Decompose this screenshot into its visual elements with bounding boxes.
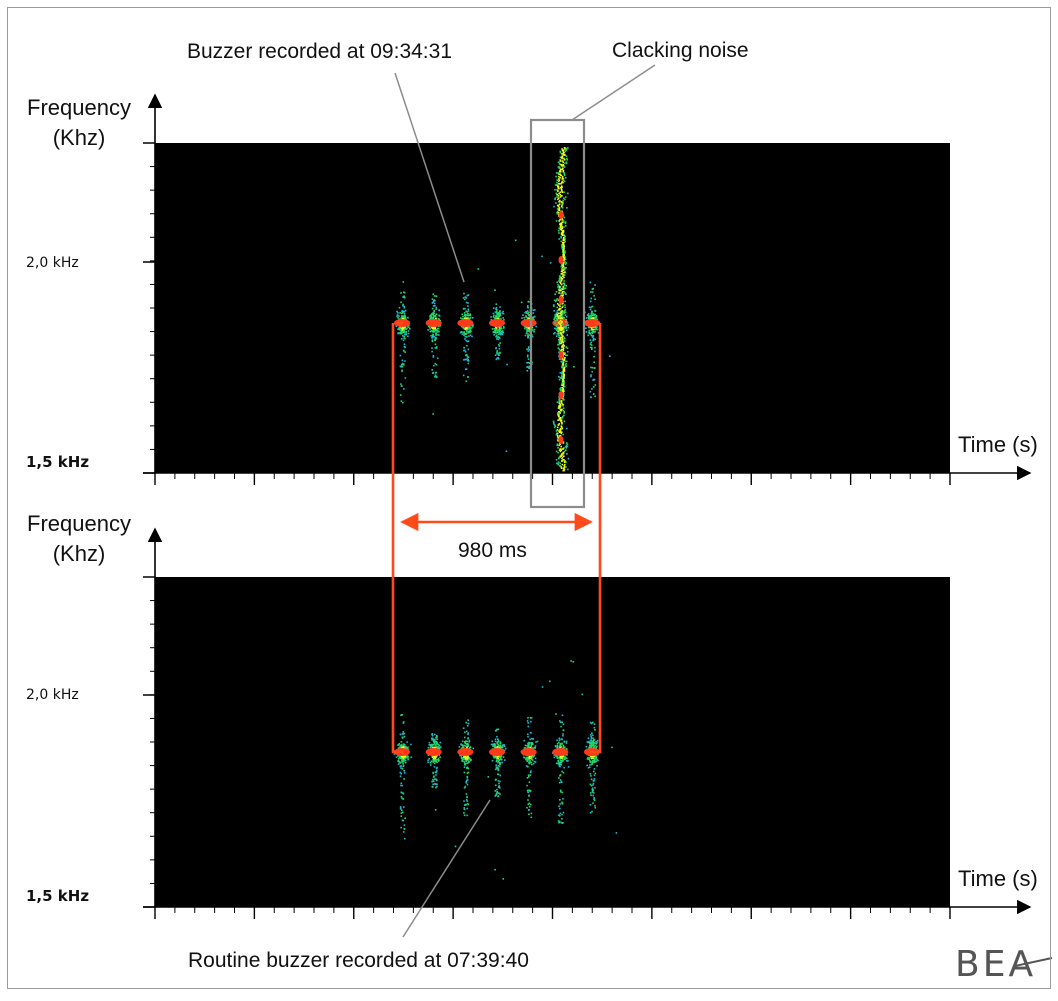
bottom-noise-dot	[454, 845, 457, 848]
bottom-buzzer-pulse	[425, 733, 442, 789]
top-noise-dot	[609, 355, 611, 357]
top-x-axis-title: Time (s)	[958, 432, 1038, 457]
top-noise-dot	[477, 268, 480, 270]
top-y-axis-title: Frequency (Khz)	[14, 93, 144, 153]
bottom-y-tick-2khz: 2,0 kHz	[26, 687, 79, 703]
bottom-noise-dot	[581, 693, 584, 696]
bottom-noise-dot	[502, 878, 504, 880]
bottom-y-axis-title-line1: Frequency	[27, 511, 131, 536]
bottom-noise-dot	[549, 680, 551, 683]
bottom-noise-dot	[590, 737, 593, 739]
top-noise-dot	[566, 354, 569, 357]
top-y-tick-2khz: 2,0 kHz	[26, 255, 79, 271]
top-y-tick-1-5khz: 1,5 kHz	[26, 453, 90, 471]
bottom-noise-dot	[611, 746, 613, 749]
bea-logo: BEA	[955, 944, 1037, 985]
bottom-buzzer-pulse	[584, 721, 600, 814]
bottom-buzzer-pulse	[551, 714, 570, 824]
top-y-axis-title-line2: (Khz)	[52, 125, 106, 150]
top-noise-dot	[514, 239, 517, 242]
top-spectrogram-area	[155, 143, 950, 473]
top-buzzer-pulse	[584, 281, 601, 399]
top-noise-dot	[573, 366, 575, 368]
bottom-noise-dot	[615, 832, 618, 834]
callout-line-clacking	[571, 64, 656, 121]
bottom-noise-dot	[572, 661, 575, 663]
clacking-noise-streak	[552, 147, 570, 472]
annotation-top-buzzer: Buzzer recorded at 09:34:31	[187, 40, 453, 63]
top-noise-dot	[505, 450, 508, 452]
top-noise-dot	[494, 289, 496, 291]
bottom-noise-dot	[494, 868, 496, 871]
top-noise-dot	[549, 262, 552, 264]
bottom-y-axis-title: Frequency (Khz)	[14, 509, 144, 569]
bottom-y-axis-title-line2: (Khz)	[52, 541, 106, 566]
top-noise-dot	[541, 255, 543, 258]
top-y-axis-title-line1: Frequency	[27, 95, 131, 120]
top-buzzer-pulse	[457, 292, 474, 382]
alignment-line-start	[391, 323, 403, 754]
top-buzzer-pulse	[489, 303, 505, 361]
top-noise-dot	[520, 301, 523, 304]
bottom-buzzer-pulse	[520, 717, 539, 819]
bottom-noise-dot	[487, 776, 490, 778]
bottom-noise-dot	[541, 686, 544, 688]
top-noise-dot	[492, 307, 495, 309]
annotation-clacking-noise: Clacking noise	[612, 39, 749, 62]
bea-logo-swoosh	[1014, 957, 1053, 967]
alignment-line-end	[590, 323, 602, 754]
bottom-noise-dot	[570, 660, 572, 662]
callout-line-top-buzzer	[394, 72, 465, 283]
bottom-spectrogram-area	[155, 577, 950, 907]
bottom-x-axis-title: Time (s)	[958, 866, 1038, 891]
bottom-buzzer-pulse	[489, 728, 507, 798]
top-noise-dot	[506, 363, 508, 366]
bottom-buzzer-pulse	[457, 719, 475, 817]
annotation-duration: 980 ms	[458, 539, 527, 562]
bottom-noise-dot	[555, 713, 557, 715]
bottom-buzzer-pulse	[393, 714, 413, 840]
callout-line-bottom-buzzer	[402, 799, 491, 938]
clacking-noise-box	[529, 118, 586, 509]
bottom-y-tick-1-5khz: 1,5 kHz	[26, 887, 90, 905]
annotation-bottom-buzzer: Routine buzzer recorded at 07:39:40	[188, 949, 529, 972]
top-noise-dot	[432, 413, 434, 415]
top-buzzer-pulse	[425, 293, 442, 379]
bottom-noise-dot	[434, 809, 437, 811]
top-noise-dot	[436, 357, 439, 360]
